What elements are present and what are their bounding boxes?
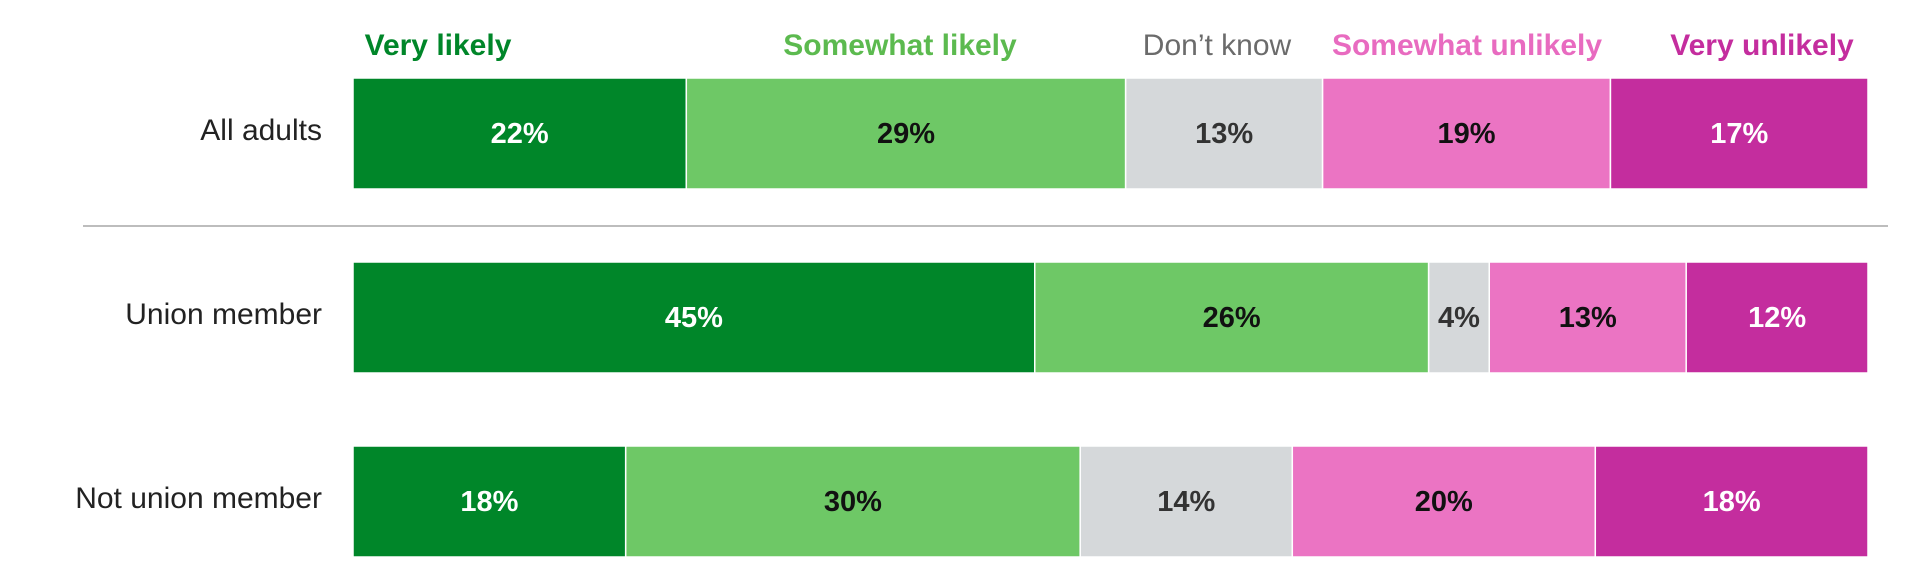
data-label-somewhat-unlikely: 19% (1438, 118, 1496, 150)
bar-segment-very-unlikely (1594, 445, 1869, 558)
bar-segment-don-t-know (1427, 261, 1491, 374)
data-label-somewhat-unlikely: 13% (1559, 302, 1617, 334)
bar-segment-don-t-know (1079, 445, 1294, 558)
data-label-very-unlikely: 18% (1703, 486, 1761, 518)
data-label-somewhat-likely: 26% (1203, 302, 1261, 334)
bar-segment-don-t-know (1124, 77, 1324, 190)
bar-segment-somewhat-likely (624, 445, 1081, 558)
chart-legend: Very likely Somewhat likely Don’t know Some… (365, 29, 1854, 62)
bar-segment-somewhat-likely (685, 77, 1127, 190)
data-label-somewhat-likely: 29% (877, 118, 935, 150)
chart-rows: All adults 22% 29% 13% 19% 17% Union member 45%… (75, 77, 1869, 558)
bar-segment-somewhat-unlikely (1291, 445, 1597, 558)
bar-segment-very-unlikely (1685, 261, 1869, 374)
data-label-somewhat-likely: 30% (824, 486, 882, 518)
bar-segment-very-unlikely (1609, 77, 1869, 190)
data-label-very-likely: 22% (491, 118, 549, 150)
bar-segment-very-likely (352, 261, 1036, 374)
legend-item-very-likely: Very likely (365, 29, 512, 62)
legend-item-somewhat-likely: Somewhat likely (783, 29, 1017, 62)
bar-segment-somewhat-likely (1034, 261, 1430, 374)
legend-item-don-t-know: Don’t know (1143, 29, 1292, 62)
category-label: Union member (125, 298, 322, 331)
bar-row-union-member: Union member 45% 26% 4% 13% 12% (125, 261, 1869, 374)
bar-segment-somewhat-unlikely (1488, 261, 1687, 374)
legend-item-somewhat-unlikely: Somewhat unlikely (1332, 29, 1602, 62)
data-label-somewhat-unlikely: 20% (1415, 486, 1473, 518)
bar-row-not-union-member: Not union member 18% 30% 14% 20% 18% (75, 445, 1869, 558)
category-label: Not union member (75, 482, 322, 515)
bar-segment-very-likely (352, 77, 688, 190)
bar-segment-somewhat-unlikely (1321, 77, 1612, 190)
data-label-very-likely: 45% (665, 302, 723, 334)
data-label-don-t-know: 13% (1195, 118, 1253, 150)
data-label-very-unlikely: 12% (1748, 302, 1806, 334)
data-label-very-likely: 18% (460, 486, 518, 518)
bar-row-all-adults: All adults 22% 29% 13% 19% 17% (200, 77, 1869, 190)
data-label-don-t-know: 14% (1157, 486, 1215, 518)
legend-item-very-unlikely: Very unlikely (1670, 29, 1854, 62)
category-label: All adults (200, 114, 322, 147)
data-label-don-t-know: 4% (1438, 302, 1480, 334)
data-label-very-unlikely: 17% (1710, 118, 1768, 150)
